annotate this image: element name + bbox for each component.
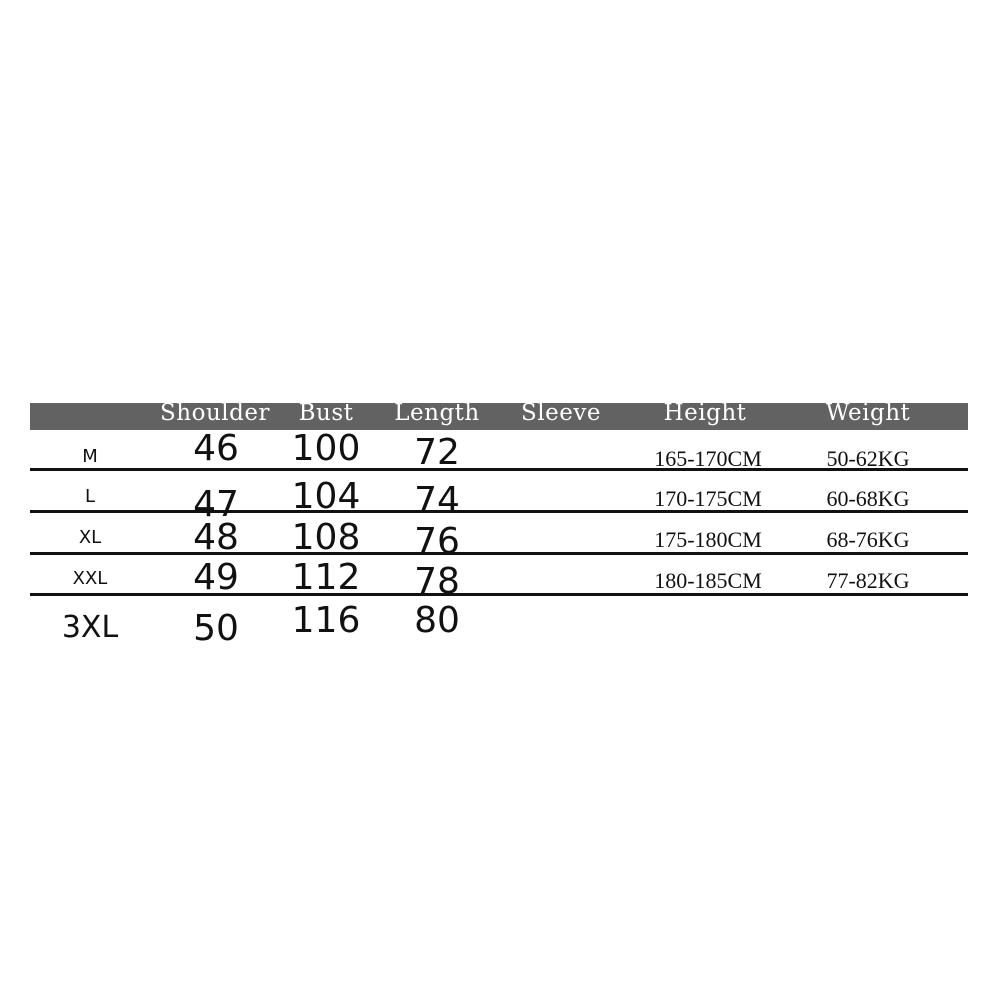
header-height: Height [663,400,747,426]
cell-height: 170-175CM [654,486,762,511]
cell-bust: 116 [291,600,361,641]
cell-weight: 77-82KG [826,568,910,593]
cell-shoulder: 49 [193,557,239,598]
cell-bust: 108 [291,517,361,558]
cell-weight: 60-68KG [826,486,910,511]
cell-size: L [84,486,96,507]
row-divider [30,593,968,596]
header-shoulder: Shoulder [160,400,270,426]
cell-length: 72 [414,432,460,473]
cell-weight: 68-76KG [826,527,910,552]
cell-size: 3XL [61,610,119,645]
cell-length: 74 [414,480,460,521]
cell-weight: 50-62KG [826,446,910,471]
table-header-bar [30,403,968,430]
cell-size: M [82,446,98,467]
header-length: Length [394,400,480,426]
cell-shoulder: 48 [193,517,239,558]
cell-height: 180-185CM [654,568,762,593]
cell-bust: 104 [291,476,361,517]
row-divider [30,510,968,513]
cell-bust: 112 [291,557,361,598]
cell-length: 78 [414,561,460,602]
cell-shoulder: 46 [193,428,239,469]
cell-shoulder: 47 [193,484,239,525]
cell-length: 80 [414,600,460,641]
cell-length: 76 [414,521,460,562]
header-bust: Bust [298,400,354,426]
cell-height: 175-180CM [654,527,762,552]
cell-shoulder: 50 [193,608,239,649]
row-divider [30,468,968,471]
header-sleeve: Sleeve [521,400,601,426]
cell-bust: 100 [291,428,361,469]
row-divider [30,552,968,555]
cell-height: 165-170CM [654,446,762,471]
cell-size: XXL [72,568,108,589]
cell-size: XL [78,527,102,548]
header-weight: Weight [825,400,911,426]
